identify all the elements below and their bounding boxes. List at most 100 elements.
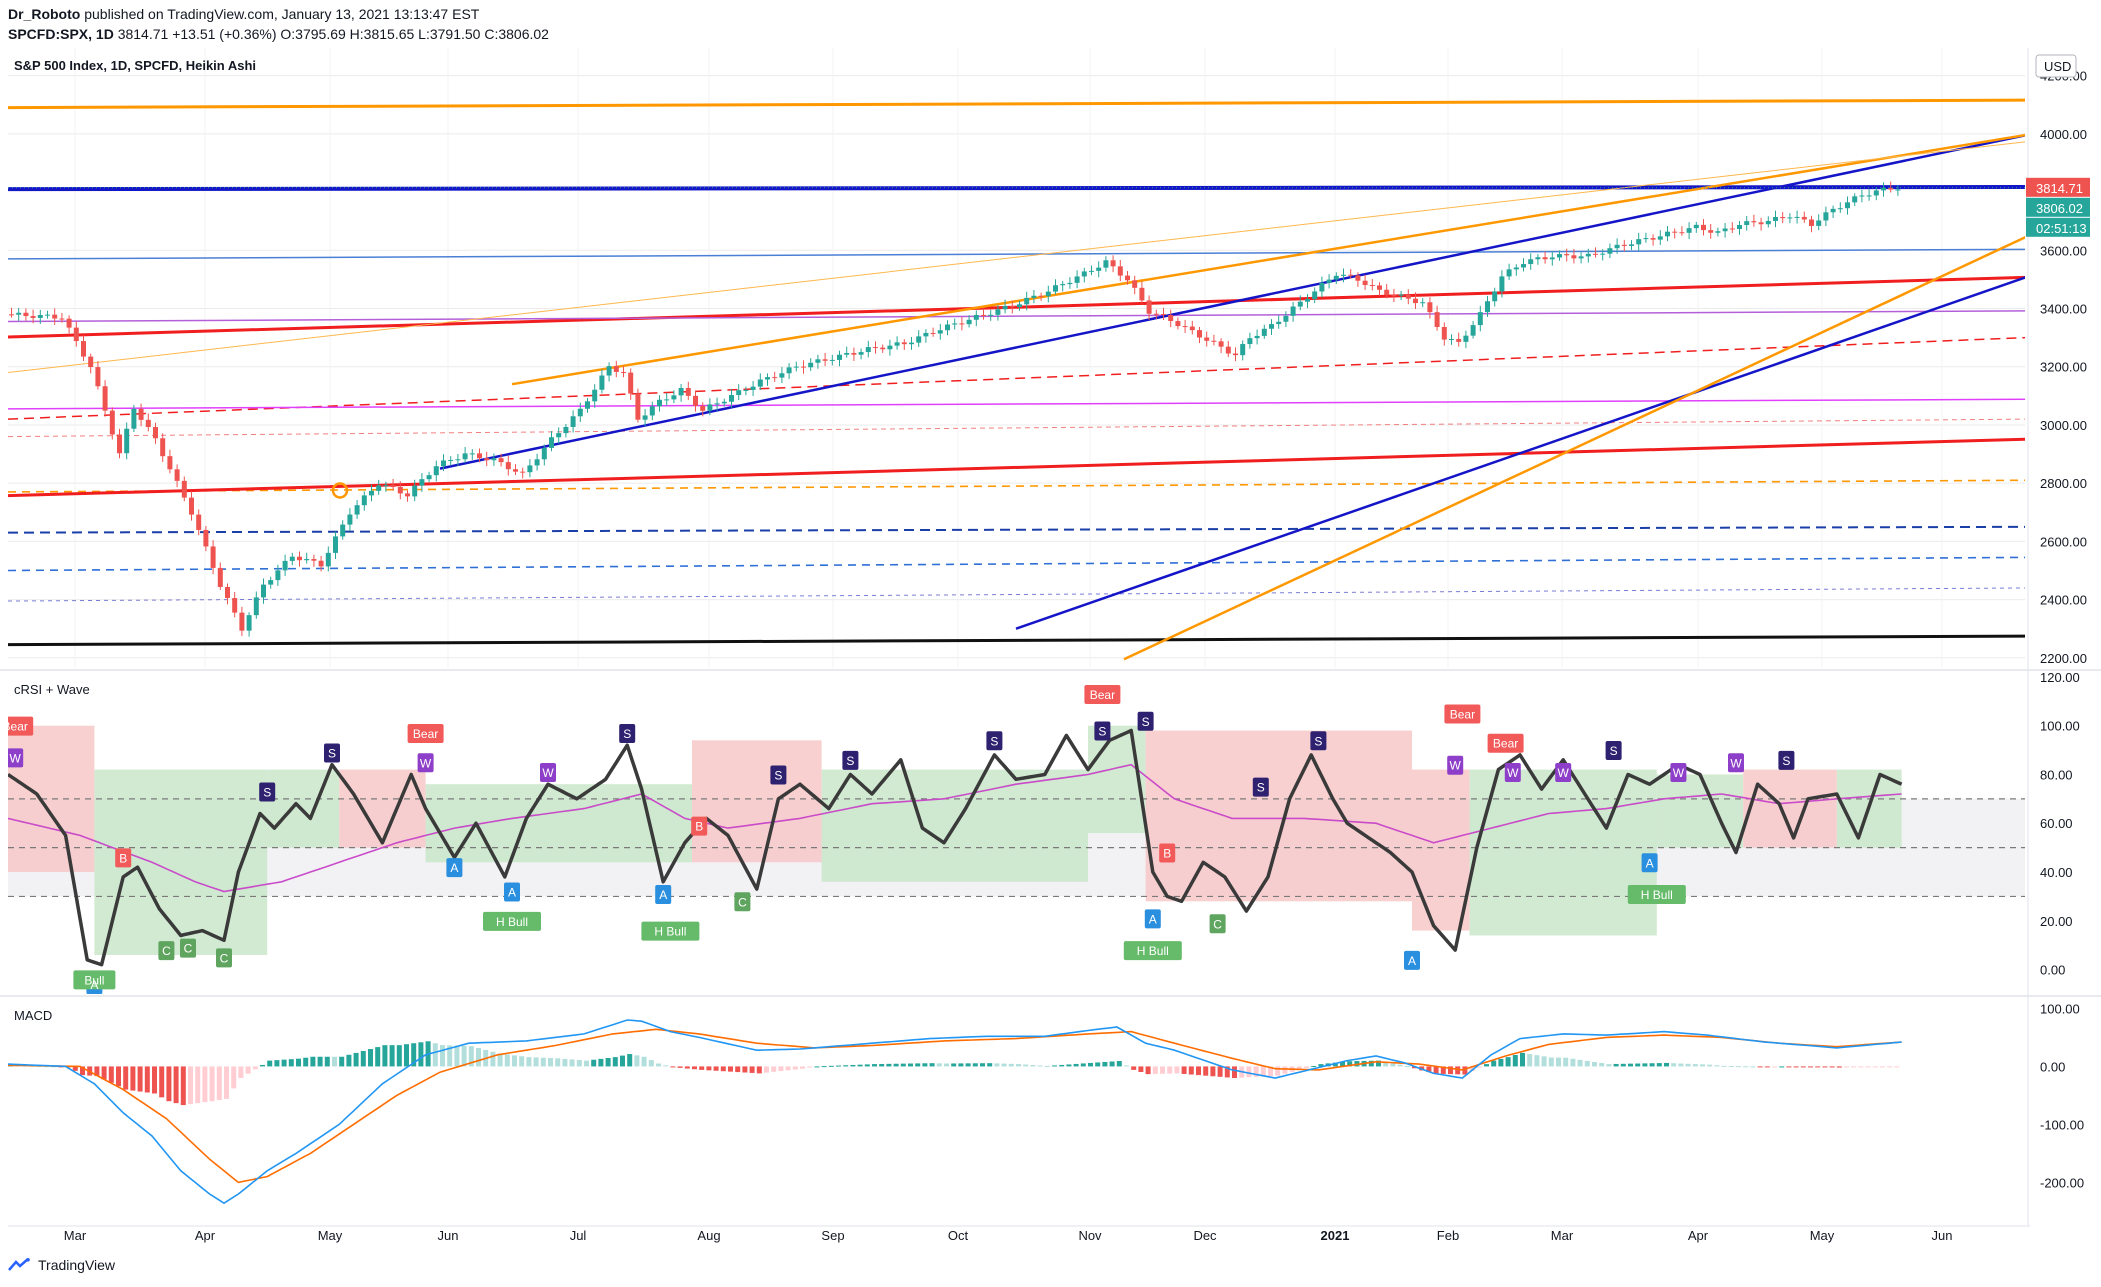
macd-histogram-bar: [1318, 1064, 1324, 1067]
wave-cloud-region: [1088, 725, 1146, 833]
candle-body: [858, 352, 864, 355]
macd-histogram-bar: [296, 1058, 301, 1067]
candle-body: [1564, 254, 1570, 256]
macd-histogram-bar: [922, 1063, 928, 1067]
candle-body: [1369, 285, 1375, 287]
macd-histogram-bar: [375, 1047, 381, 1067]
candle-body: [829, 359, 835, 361]
candle-body: [844, 352, 850, 355]
candle-body: [750, 386, 756, 390]
wave-cloud-region: [425, 784, 692, 863]
candle-body: [66, 318, 72, 328]
macd-histogram-bar: [1700, 1064, 1705, 1067]
publisher-name[interactable]: Dr_Roboto: [8, 6, 81, 22]
signal-badge-w: [1555, 763, 1572, 783]
candle-body: [1175, 321, 1181, 327]
macd-histogram-bar: [440, 1045, 445, 1067]
macd-histogram-bar: [1541, 1056, 1547, 1067]
macd-histogram-bar: [1527, 1054, 1533, 1067]
macd-histogram-bar: [1714, 1065, 1720, 1067]
macd-histogram-bar: [281, 1059, 287, 1067]
trendline-black-base: [8, 634, 2025, 647]
signal-badge-c: [216, 948, 232, 968]
candle-body: [1693, 224, 1699, 229]
candle-body: [599, 375, 605, 390]
signal-badge-label: S: [1314, 734, 1322, 748]
crsi-tick-label: 20.00: [2040, 914, 2073, 929]
support-dashed-line: [8, 556, 2025, 572]
crsi-tick-label: 120.00: [2040, 670, 2080, 685]
signal-badge-s: [1094, 721, 1111, 741]
macd-histogram-bar: [850, 1064, 856, 1067]
macd-histogram-bar: [1052, 1065, 1057, 1067]
signal-badge-label: A: [1149, 912, 1157, 926]
candle-body: [1830, 208, 1836, 213]
macd-histogram-bar: [598, 1058, 604, 1067]
macd-histogram-bar: [1016, 1064, 1021, 1067]
candle-body: [678, 388, 684, 396]
signal-badge-label: Bear: [1090, 688, 1115, 702]
macd-histogram-bar: [749, 1066, 755, 1073]
trendline-blue-horizontal: [8, 185, 2025, 192]
close-value: 3806.02: [498, 26, 549, 42]
time-tick-label: 2021: [1321, 1228, 1350, 1243]
candle-body: [1333, 275, 1339, 280]
candle-body: [1449, 339, 1454, 341]
macd-histogram-bar: [1347, 1061, 1353, 1067]
candle-body: [1629, 244, 1634, 246]
candle-body: [1017, 304, 1022, 308]
footer-brand[interactable]: TradingView: [8, 1257, 115, 1273]
candle-body: [1571, 255, 1577, 259]
crsi-tick-label: 60.00: [2040, 816, 2073, 831]
macd-histogram-bar: [1268, 1066, 1273, 1077]
macd-histogram-bar: [1203, 1066, 1209, 1076]
signal-badge-bull: [73, 970, 116, 990]
macd-histogram-bar: [1599, 1063, 1605, 1067]
macd-histogram-bar: [360, 1050, 366, 1067]
signal-badge-label: W: [542, 766, 554, 780]
candle-body: [1009, 305, 1015, 308]
signal-badge-s: [259, 782, 276, 802]
macd-histogram-bar: [821, 1066, 827, 1068]
signal-badge-label: S: [846, 754, 854, 768]
macd-histogram-bar: [1167, 1066, 1173, 1074]
macd-histogram-bar: [612, 1057, 618, 1067]
macd-histogram-bar: [1160, 1066, 1165, 1074]
candle-body: [1621, 244, 1627, 246]
macd-histogram-bar: [1685, 1063, 1691, 1067]
macd-histogram-bar: [1340, 1061, 1345, 1067]
candle-body: [1499, 276, 1505, 292]
signal-badge-label: Bear: [3, 720, 28, 734]
signal-badge-label: W: [1450, 759, 1462, 773]
candle-body: [916, 336, 922, 343]
open-label: O:: [280, 26, 296, 42]
price-pane-title: S&P 500 Index, 1D, SPCFD, Heikin Ashi: [14, 58, 256, 73]
time-tick-label: Feb: [1437, 1228, 1459, 1243]
signal-badge-label: S: [1782, 754, 1790, 768]
candle-body: [203, 529, 209, 547]
macd-histogram-bar: [1217, 1066, 1223, 1077]
candle-body: [1521, 264, 1526, 268]
candle-body: [268, 580, 274, 585]
macd-histogram-bar: [519, 1056, 525, 1067]
macd-histogram-bar: [1743, 1066, 1749, 1068]
macd-tick-label: 0.00: [2040, 1059, 2065, 1074]
trendline-blue-light: [8, 248, 2025, 260]
price-tick-label: 4000.00: [2040, 127, 2087, 142]
candle-body: [95, 367, 101, 387]
time-tick-label: Sep: [821, 1228, 844, 1243]
candle-body: [1758, 222, 1764, 225]
candle-body: [1110, 260, 1116, 267]
macd-histogram-bar: [792, 1066, 798, 1070]
candle-body: [282, 560, 288, 571]
macd-histogram-bar: [317, 1056, 323, 1067]
candle-body: [1312, 291, 1318, 300]
signal-badge-w: [1670, 763, 1687, 783]
footer-brand-text: TradingView: [38, 1257, 116, 1273]
macd-histogram-bar: [526, 1057, 532, 1067]
candle-body: [145, 419, 151, 428]
macd-histogram-bar: [310, 1056, 316, 1067]
candle-body: [1780, 216, 1786, 219]
candle-body: [1182, 326, 1188, 328]
